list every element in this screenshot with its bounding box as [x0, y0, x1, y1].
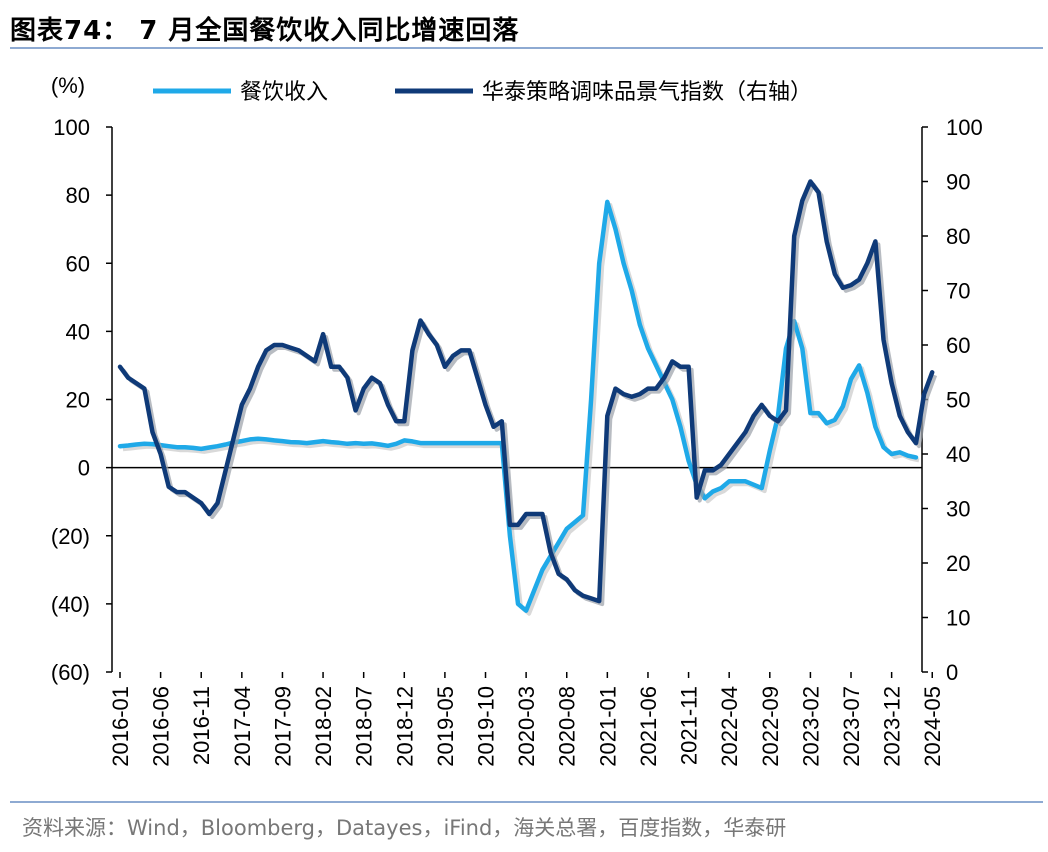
right-tick-label: 100: [946, 115, 983, 140]
x-tick-label: 2016-11: [189, 686, 214, 765]
source-rule: [10, 801, 1043, 803]
right-tick-label: 70: [946, 279, 970, 304]
left-tick-label: (60): [51, 660, 90, 685]
x-tick-label: 2020-03: [514, 686, 539, 767]
left-tick-label: 100: [53, 115, 90, 140]
x-tick-label: 2019-05: [433, 686, 458, 767]
axes: 100806040200(20)(40)(60)(%)1009080706050…: [51, 73, 983, 767]
left-tick-label: 0: [78, 456, 90, 481]
left-tick-label: 20: [66, 388, 90, 413]
x-tick-label: 2017-04: [230, 686, 255, 767]
right-tick-label: 60: [946, 333, 970, 358]
series-layer: [117, 179, 938, 616]
x-tick-label: 2022-04: [717, 686, 742, 767]
x-tick-label: 2024-05: [920, 686, 945, 767]
right-tick-label: 10: [946, 606, 970, 631]
right-tick-label: 80: [946, 224, 970, 249]
x-tick-label: 2021-11: [677, 686, 702, 765]
left-tick-label: 60: [66, 251, 90, 276]
left-tick-label: (40): [51, 592, 90, 617]
left-axis-unit: (%): [51, 73, 85, 98]
left-tick-label: 40: [66, 319, 90, 344]
right-tick-label: 40: [946, 442, 970, 467]
chart-title: 图表74： 7 月全国餐饮收入同比增速回落: [10, 16, 520, 46]
x-tick-label: 2018-02: [311, 686, 336, 767]
legend-label-1: 华泰策略调味品景气指数（右轴）: [482, 80, 812, 105]
x-tick-label: 2016-01: [108, 686, 133, 767]
x-tick-label: 2021-06: [636, 686, 661, 767]
x-tick-label: 2017-09: [270, 686, 295, 767]
left-tick-label: (20): [51, 524, 90, 549]
x-tick-label: 2022-09: [758, 686, 783, 767]
right-tick-label: 30: [946, 497, 970, 522]
legend: 餐饮收入 华泰策略调味品景气指数（右轴）: [153, 80, 812, 105]
x-tick-label: 2023-07: [839, 686, 864, 767]
x-tick-label: 2020-08: [555, 686, 580, 767]
left-tick-label: 80: [66, 183, 90, 208]
series-1-line: [117, 179, 935, 604]
right-tick-label: 0: [946, 660, 958, 685]
x-tick-label: 2018-07: [352, 686, 377, 767]
x-tick-label: 2023-12: [880, 686, 905, 767]
right-tick-label: 50: [946, 388, 970, 413]
x-tick-label: 2023-02: [798, 686, 823, 767]
x-tick-label: 2021-01: [595, 686, 620, 767]
source-note: 资料来源：Wind，Bloomberg，Datayes，iFind，海关总署，百…: [22, 816, 787, 840]
title-rule: [10, 47, 1043, 49]
legend-label-0: 餐饮收入: [240, 80, 328, 105]
x-tick-label: 2018-12: [392, 686, 417, 767]
series-0-line: [117, 199, 919, 613]
x-tick-label: 2019-10: [474, 686, 499, 767]
x-tick-label: 2016-06: [149, 686, 174, 767]
series-1-shadow: [121, 182, 938, 607]
right-tick-label: 20: [946, 551, 970, 576]
right-tick-label: 90: [946, 170, 970, 195]
